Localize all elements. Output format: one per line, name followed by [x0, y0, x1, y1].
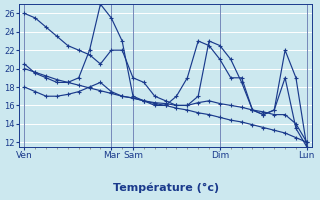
X-axis label: Température (°c): Température (°c): [113, 183, 219, 193]
